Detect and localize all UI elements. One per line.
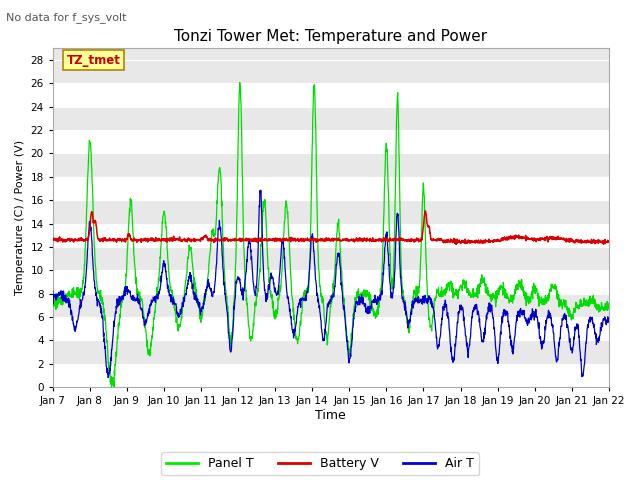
Text: No data for f_sys_volt: No data for f_sys_volt	[6, 12, 127, 23]
Bar	[53, 364, 609, 387]
Title: Tonzi Tower Met: Temperature and Power: Tonzi Tower Met: Temperature and Power	[174, 29, 487, 44]
Bar	[53, 270, 609, 294]
Bar	[53, 130, 609, 154]
Text: TZ_tmet: TZ_tmet	[67, 54, 120, 67]
Bar	[53, 177, 609, 200]
X-axis label: Time: Time	[316, 409, 346, 422]
Bar	[53, 84, 609, 107]
Bar	[53, 317, 609, 340]
Legend: Panel T, Battery V, Air T: Panel T, Battery V, Air T	[161, 452, 479, 475]
Bar	[53, 224, 609, 247]
Y-axis label: Temperature (C) / Power (V): Temperature (C) / Power (V)	[15, 140, 25, 295]
